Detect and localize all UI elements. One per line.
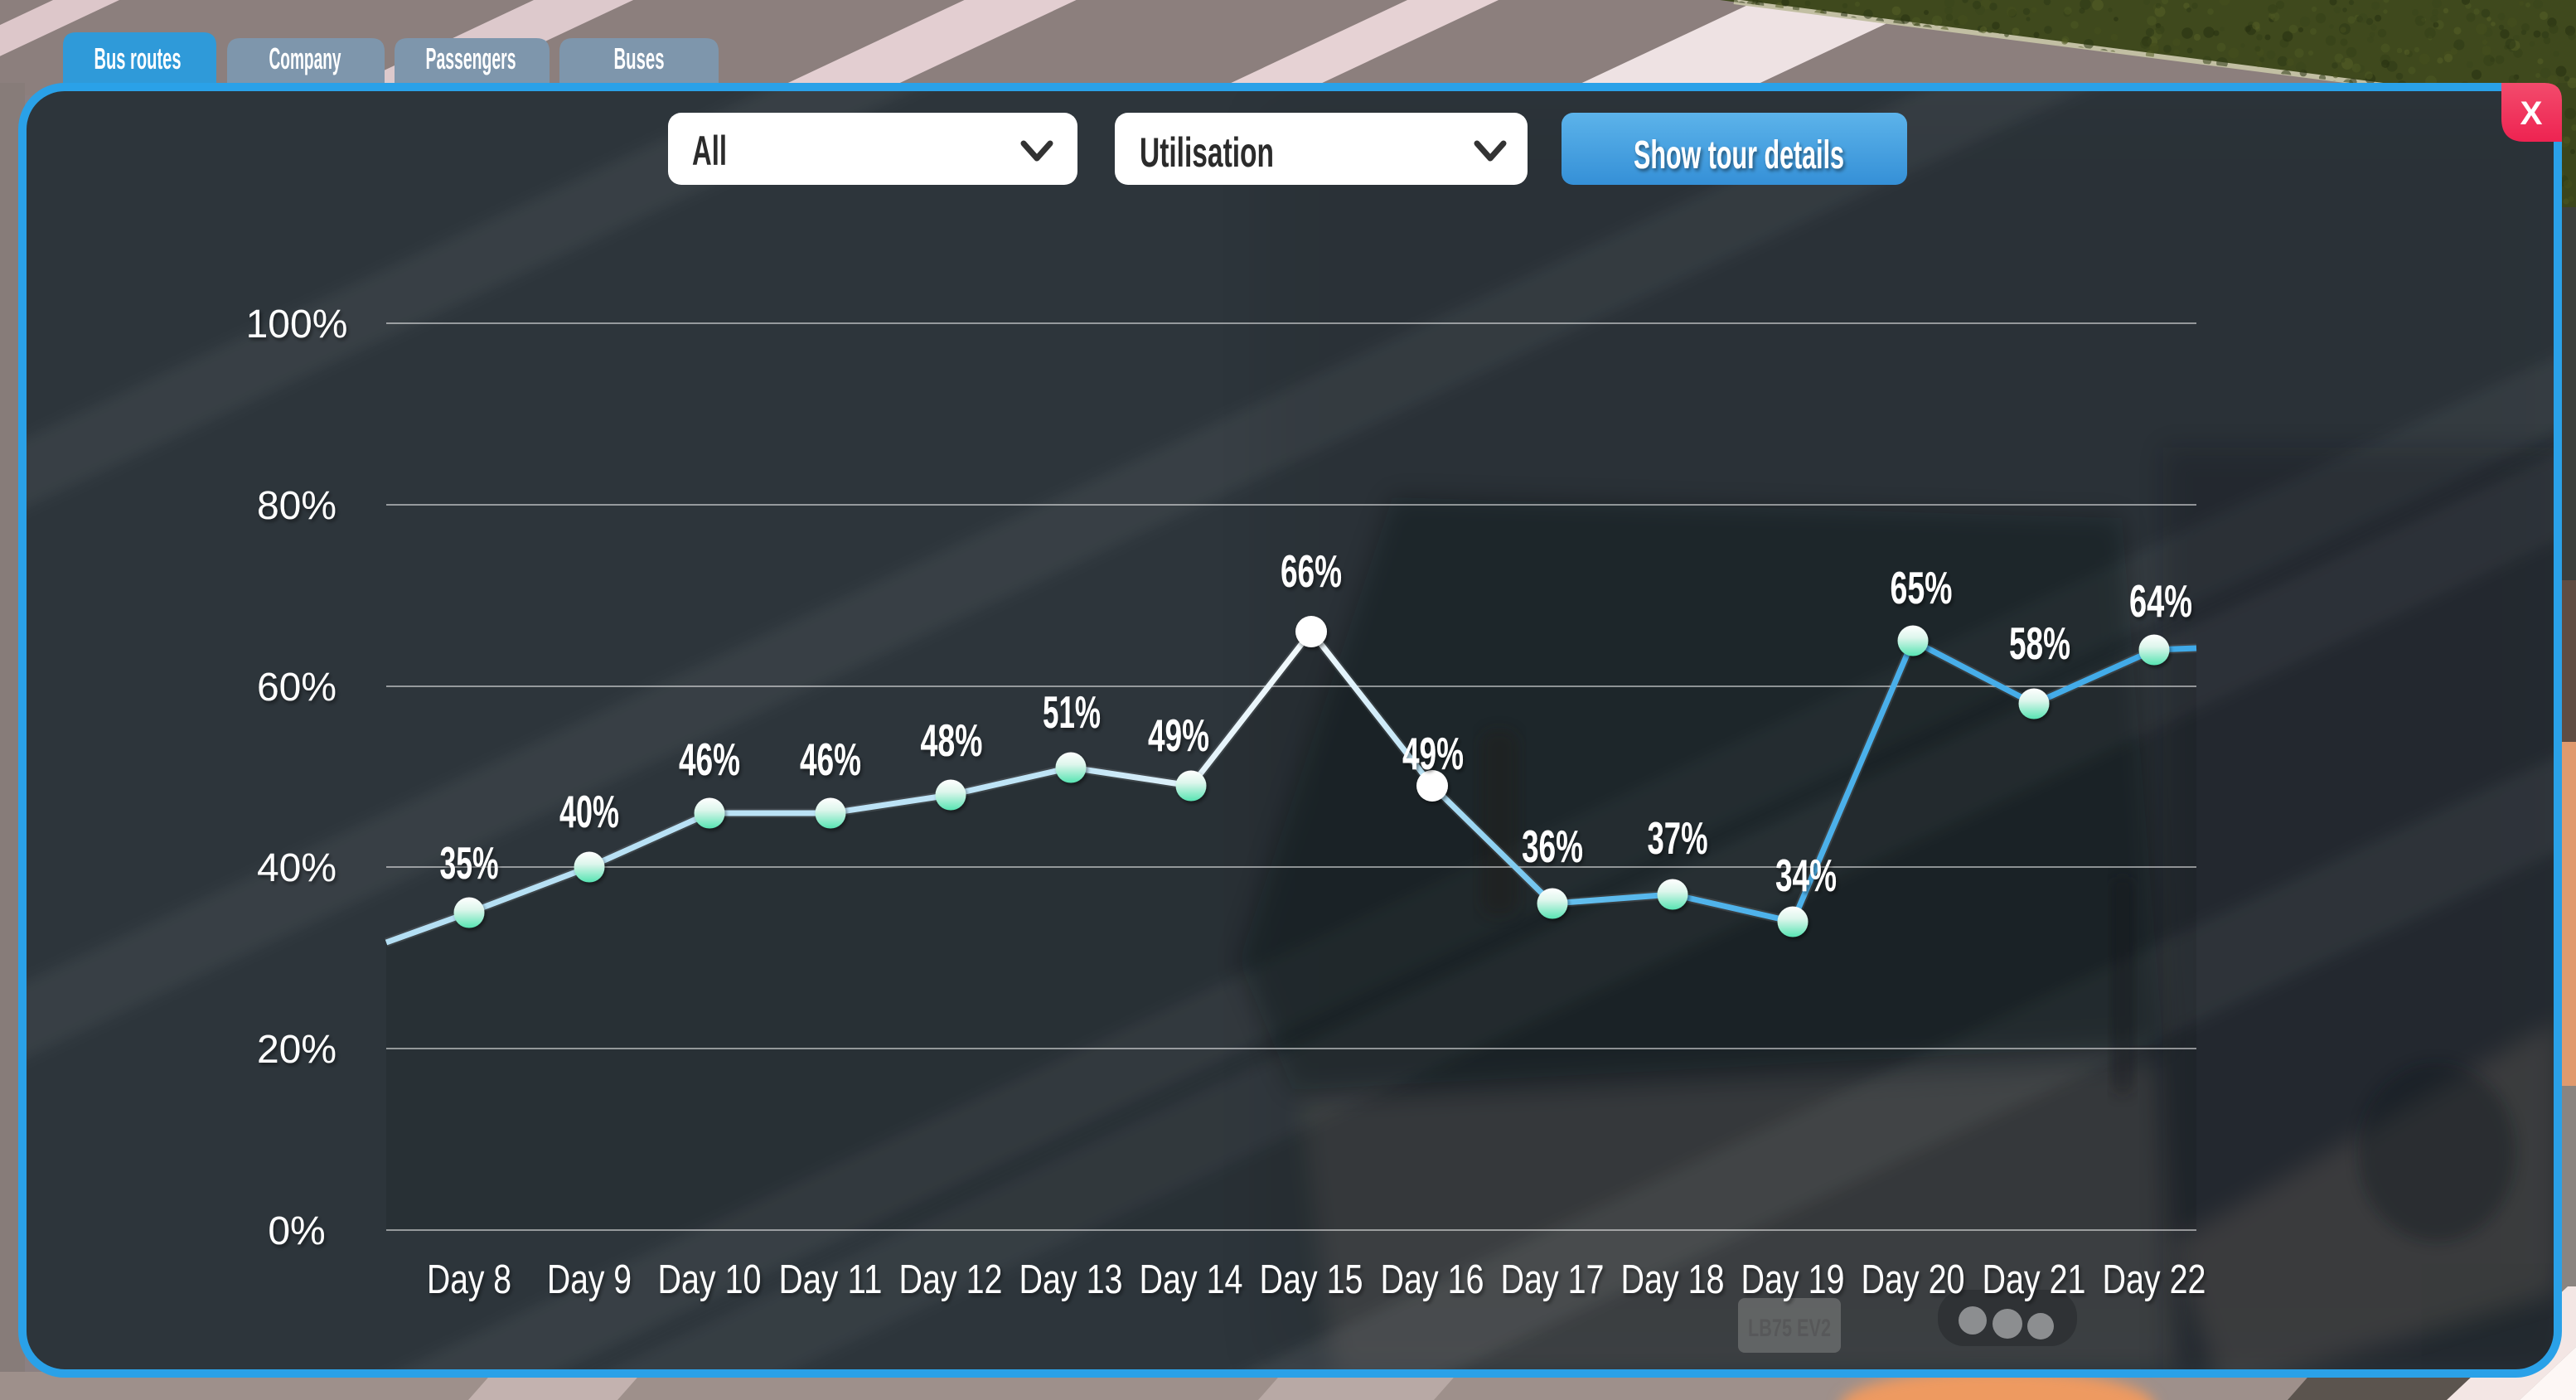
svg-text:0%: 0% (268, 1209, 325, 1253)
svg-text:49%: 49% (1402, 728, 1464, 779)
svg-text:Day 10: Day 10 (658, 1257, 762, 1302)
svg-text:Day 8: Day 8 (427, 1257, 511, 1302)
svg-text:100%: 100% (246, 303, 348, 346)
svg-text:Day 15: Day 15 (1260, 1257, 1363, 1302)
svg-text:49%: 49% (1148, 710, 1209, 761)
svg-text:Day 19: Day 19 (1741, 1257, 1845, 1302)
svg-text:Day 9: Day 9 (547, 1257, 632, 1302)
svg-text:Day 18: Day 18 (1621, 1257, 1725, 1302)
svg-text:51%: 51% (1043, 686, 1101, 738)
svg-text:46%: 46% (679, 734, 740, 785)
svg-text:Day 20: Day 20 (1862, 1257, 1965, 1302)
svg-text:X: X (2520, 95, 2543, 132)
svg-text:Passengers: Passengers (426, 41, 516, 75)
svg-text:64%: 64% (2129, 575, 2192, 627)
svg-text:66%: 66% (1281, 545, 1342, 597)
svg-text:Bus routes: Bus routes (94, 41, 182, 75)
svg-text:Day 17: Day 17 (1501, 1257, 1605, 1302)
svg-text:Day 14: Day 14 (1140, 1257, 1243, 1302)
svg-text:LB75 EV2: LB75 EV2 (1748, 1315, 1831, 1342)
svg-text:Buses: Buses (614, 41, 665, 75)
svg-text:All: All (692, 128, 727, 174)
svg-text:Day 12: Day 12 (899, 1257, 1003, 1302)
svg-text:58%: 58% (2009, 618, 2070, 669)
svg-text:Day 16: Day 16 (1381, 1257, 1484, 1302)
svg-text:65%: 65% (1891, 562, 1953, 613)
svg-text:34%: 34% (1775, 850, 1837, 901)
svg-text:Show tour details: Show tour details (1634, 133, 1844, 177)
svg-text:40%: 40% (257, 846, 337, 890)
svg-text:37%: 37% (1648, 812, 1708, 864)
svg-text:Utilisation: Utilisation (1140, 129, 1274, 176)
svg-text:Company: Company (269, 41, 341, 75)
svg-text:Day 22: Day 22 (2103, 1257, 2206, 1302)
svg-text:40%: 40% (559, 786, 619, 837)
svg-text:35%: 35% (440, 837, 499, 889)
svg-text:80%: 80% (257, 484, 337, 528)
svg-text:Day 21: Day 21 (1983, 1257, 2086, 1302)
svg-text:Day 11: Day 11 (779, 1257, 883, 1302)
svg-text:60%: 60% (257, 666, 337, 710)
svg-text:Day 13: Day 13 (1019, 1257, 1123, 1302)
svg-text:36%: 36% (1522, 821, 1583, 872)
svg-text:48%: 48% (921, 715, 983, 766)
svg-text:20%: 20% (257, 1028, 337, 1072)
svg-text:46%: 46% (800, 734, 861, 785)
